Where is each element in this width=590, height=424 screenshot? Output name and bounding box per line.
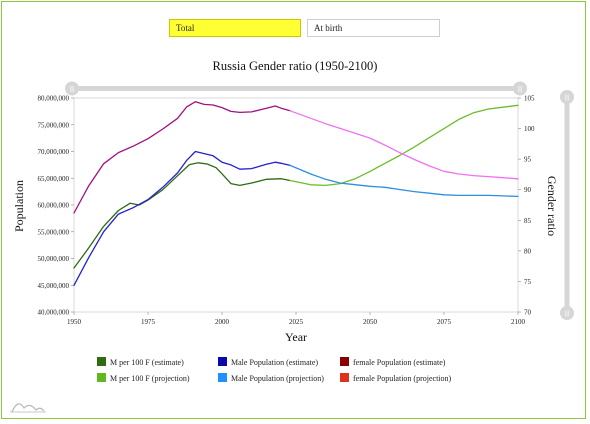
legend-label[interactable]: M per 100 F (projection)	[110, 374, 190, 383]
x-axis-label: Year	[285, 330, 307, 344]
series-lines	[73, 101, 519, 286]
year-slider-start-handle[interactable]	[65, 81, 79, 96]
series-line-male-estimate	[73, 150, 291, 286]
ratio-slider-top-handle[interactable]	[560, 90, 574, 104]
slider-top-grip-icon: |||	[565, 95, 570, 101]
y-right-tick-label: 90	[524, 186, 532, 194]
y-axis-right-label: Gender ratio	[545, 176, 559, 236]
legend-swatch[interactable]	[340, 373, 349, 382]
ratio-range-slider[interactable]: ||| |||	[560, 90, 574, 320]
legend-label[interactable]: female Population (projection)	[353, 374, 452, 383]
chart-frame	[1, 1, 586, 419]
y-left-tick-label: 75,000,000	[38, 121, 70, 129]
y-left-tick-label: 80,000,000	[38, 95, 70, 103]
x-tick-label: 2100	[511, 318, 526, 326]
x-axis: 1950 1975 2000 2025 2050 2075 2100	[67, 312, 526, 326]
legend-female-projection[interactable]: female Population (projection)	[340, 373, 452, 383]
logo-wave-icon	[11, 403, 45, 413]
y-right-tick-label: 70	[524, 309, 532, 317]
x-tick-label: 1975	[141, 318, 156, 326]
y-axis-left-label: Population	[12, 180, 26, 232]
y-left-tick-label: 65,000,000	[38, 175, 70, 183]
legend-m-per-100f-projection[interactable]: M per 100 F (projection)	[97, 373, 190, 383]
y-right-tick-label: 80	[524, 247, 532, 255]
y-right-tick-label: 100	[524, 125, 535, 133]
x-tick-label: 2000	[215, 318, 230, 326]
legend-label[interactable]: M per 100 F (estimate)	[110, 358, 184, 367]
y-axis-right: 105 100 95 90 85 80 75 70	[518, 95, 535, 317]
y-left-tick-label: 50,000,000	[38, 255, 70, 263]
series-line-m-per-100f-estimate	[73, 162, 291, 269]
y-left-tick-label: 55,000,000	[38, 228, 70, 236]
legend-swatch[interactable]	[97, 373, 106, 382]
legend-female-estimate[interactable]: female Population (estimate)	[340, 357, 446, 367]
y-left-tick-label: 40,000,000	[38, 309, 70, 317]
legend-swatch[interactable]	[218, 357, 227, 366]
site-logo	[10, 403, 46, 413]
chart-legend: M per 100 F (estimate) Male Population (e…	[97, 357, 452, 383]
y-axis-left: 80,000,000 75,000,000 70,000,000 65,000,000…	[38, 95, 74, 317]
legend-swatch[interactable]	[340, 357, 349, 366]
total-toggle[interactable]: Total	[169, 19, 301, 37]
y-right-tick-label: 105	[524, 95, 535, 103]
y-right-tick-label: 75	[524, 278, 532, 286]
ratio-slider-track[interactable]	[564, 97, 570, 313]
y-left-tick-label: 45,000,000	[38, 282, 70, 290]
year-slider-track[interactable]	[72, 86, 520, 91]
y-right-tick-label: 95	[524, 156, 532, 164]
legend-label[interactable]: female Population (estimate)	[353, 358, 446, 367]
legend-swatch[interactable]	[218, 373, 227, 382]
y-left-tick-label: 70,000,000	[38, 148, 70, 156]
x-tick-label: 1950	[67, 318, 82, 326]
legend-m-per-100f-estimate[interactable]: M per 100 F (estimate)	[97, 357, 184, 367]
x-tick-label: 2075	[437, 318, 452, 326]
slider-start-grip-icon: |||	[70, 87, 75, 93]
year-range-slider[interactable]: ||| |||	[65, 81, 527, 96]
legend-swatch[interactable]	[97, 357, 106, 366]
plot-area	[73, 97, 519, 313]
x-tick-label: 2025	[289, 318, 304, 326]
series-line-m-per-100f-projection	[289, 104, 519, 187]
legend-male-projection[interactable]: Male Population (projection)	[218, 373, 324, 383]
year-slider-end-handle[interactable]	[513, 81, 527, 96]
ratio-slider-bottom-handle[interactable]	[560, 306, 574, 320]
y-left-tick-label: 60,000,000	[38, 202, 70, 210]
series-line-female-projection	[289, 110, 519, 180]
slider-end-grip-icon: |||	[518, 87, 523, 93]
at-birth-toggle[interactable]: At birth	[307, 19, 440, 37]
legend-male-estimate[interactable]: Male Population (estimate)	[218, 357, 318, 367]
legend-label[interactable]: Male Population (estimate)	[231, 358, 318, 367]
series-line-male-projection	[289, 164, 519, 198]
series-line-female-estimate	[73, 101, 291, 214]
x-tick-label: 2050	[363, 318, 378, 326]
slider-bottom-grip-icon: |||	[565, 311, 570, 317]
legend-label[interactable]: Male Population (projection)	[231, 374, 324, 383]
chart-title: Russia Gender ratio (1950-2100)	[213, 59, 378, 73]
y-right-tick-label: 85	[524, 217, 532, 225]
